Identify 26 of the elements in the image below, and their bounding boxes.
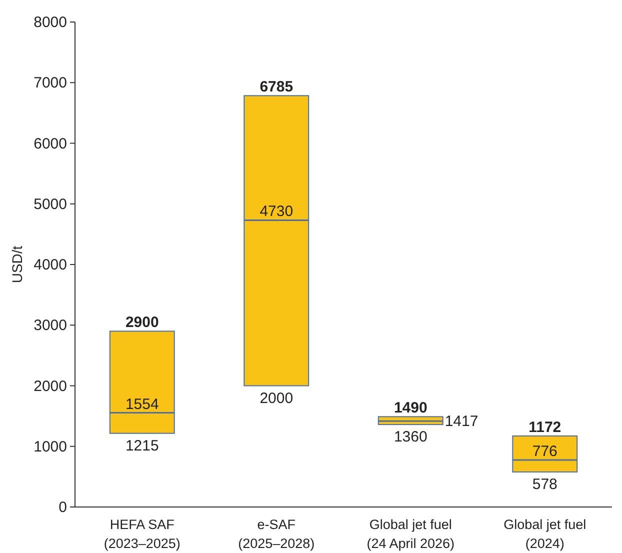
- annotation: 2000: [260, 390, 294, 407]
- y-axis-title: USD/t: [9, 246, 25, 284]
- y-tick-label: 6000: [34, 135, 67, 152]
- x-tick-label: HEFA SAF (2023–2025): [104, 517, 180, 551]
- y-tick-label: 8000: [34, 14, 67, 31]
- annotation: 578: [532, 476, 558, 493]
- annotation: 1417: [444, 413, 478, 430]
- annotation: 1215: [125, 437, 159, 454]
- annotation: 1172: [528, 418, 562, 436]
- annotation: 776: [532, 442, 558, 460]
- y-tick-label: 3000: [34, 317, 67, 334]
- annotation: 1554: [125, 396, 159, 413]
- annotation: 4730: [260, 203, 294, 220]
- y-tick-label: 7000: [34, 74, 67, 92]
- annotation: 6785: [260, 78, 294, 96]
- y-tick-label: 1000: [34, 438, 67, 456]
- y-tick-label: 2000: [34, 378, 67, 395]
- x-tick-label: e-SAF (2025–2028): [238, 517, 315, 551]
- x-tick-label: Global jet fuel (24 April 2026): [366, 517, 455, 551]
- y-tick-label: 5000: [34, 196, 67, 213]
- annotation: 1490: [394, 400, 428, 417]
- y-tick-label: 0: [58, 499, 67, 516]
- y-tick-label: 4000: [34, 256, 67, 274]
- annotation: 1360: [394, 428, 428, 446]
- annotation: 2900: [125, 314, 159, 332]
- x-tick-label: Global jet fuel (2024): [504, 517, 586, 551]
